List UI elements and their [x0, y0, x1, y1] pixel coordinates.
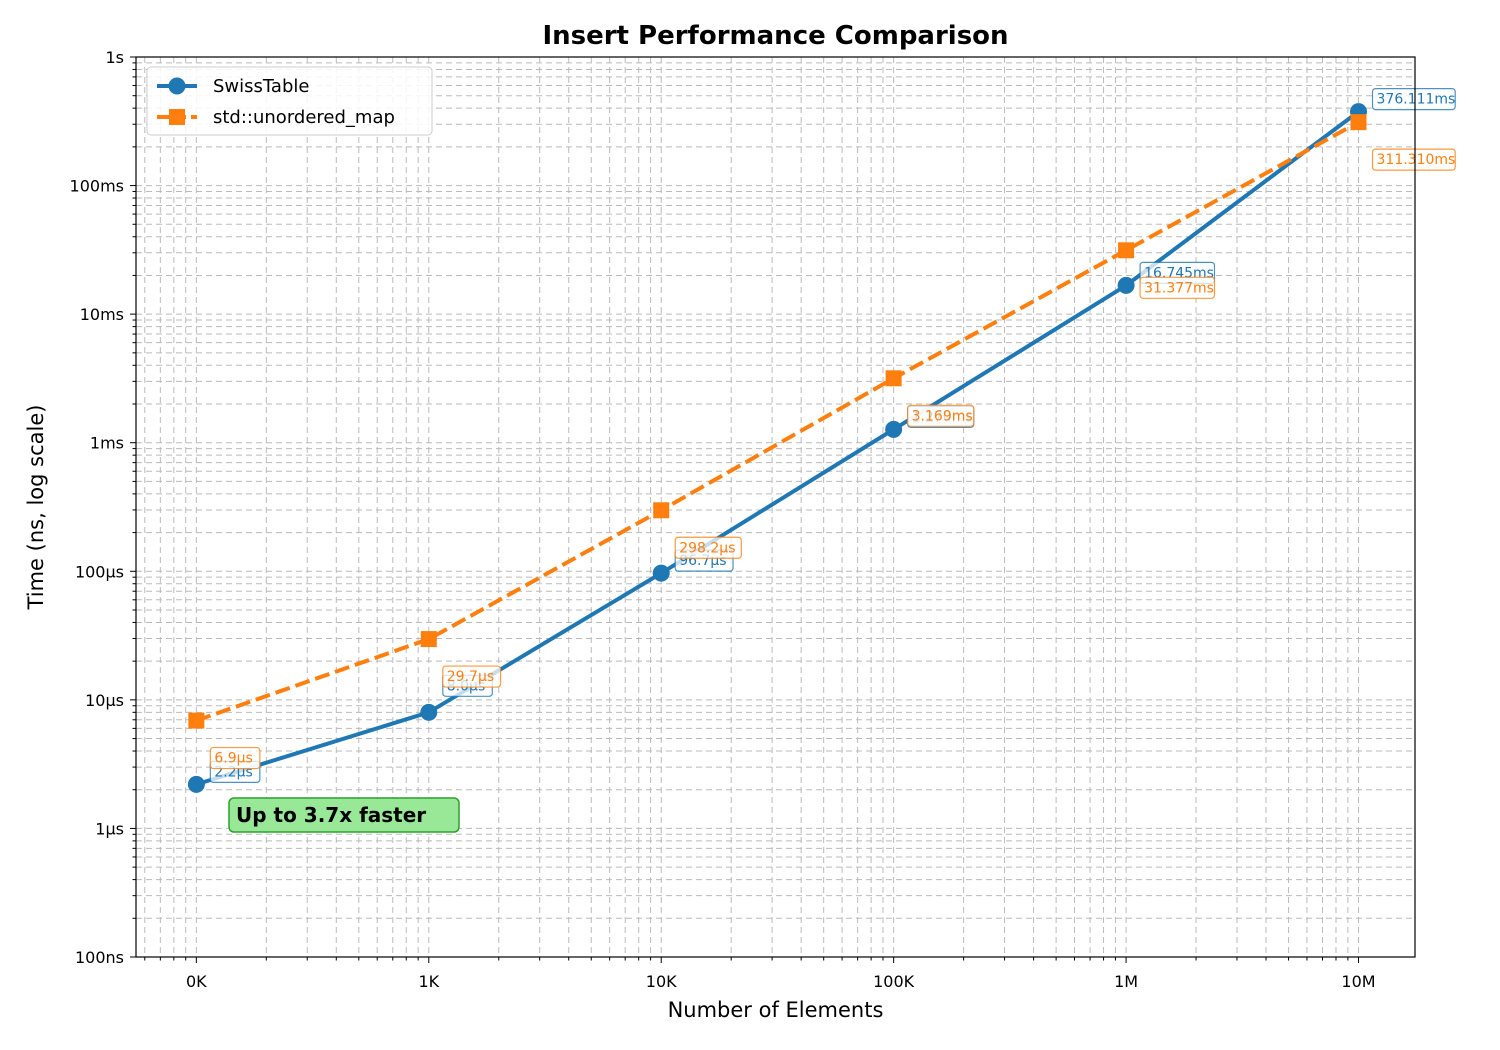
x-tick-label: 0K	[186, 972, 207, 991]
y-tick-label: 1s	[105, 48, 124, 67]
series-line	[195, 109, 1360, 787]
series-layer	[187, 103, 1368, 793]
legend-marker	[169, 109, 185, 125]
speedup-annotation: Up to 3.7x faster	[228, 797, 460, 833]
x-tick-label: 1M	[1114, 972, 1138, 991]
data-point	[653, 502, 670, 519]
data-point	[1118, 242, 1135, 259]
data-label-text: 376.111ms	[1377, 92, 1456, 108]
data-label: 3.169ms	[907, 404, 975, 427]
data-point	[187, 775, 205, 793]
x-tick-label: 10M	[1341, 972, 1375, 991]
plot-frame	[135, 56, 1416, 958]
data-point	[1350, 114, 1367, 131]
x-tick-label: 100K	[873, 972, 915, 991]
y-tick-label: 1ms	[90, 434, 124, 453]
legend-entry: std::unordered_map	[157, 107, 395, 128]
data-point	[885, 420, 903, 438]
axes: 0K 1K 10K 100K 1M 10M 100ns 1μs 10μs 100μs 1ms 10ms…	[70, 48, 1376, 991]
data-point	[652, 564, 670, 582]
legend-marker	[168, 77, 186, 95]
legend-label: SwissTable	[213, 76, 309, 97]
data-point	[420, 631, 437, 648]
data-label-text: 3.169ms	[912, 408, 973, 424]
legend-box	[146, 66, 433, 136]
data-label-box	[442, 665, 502, 688]
data-label-text: 31.377ms	[1144, 280, 1214, 296]
data-point	[885, 370, 902, 387]
data-label-box	[674, 536, 742, 559]
y-tick-label: 100ms	[70, 177, 124, 196]
legend-entry: SwissTable	[157, 76, 309, 97]
data-label: 6.9μs	[209, 746, 261, 770]
chart-title: Insert Performance Comparison	[542, 21, 1008, 51]
data-label-text: 29.7μs	[447, 669, 494, 685]
data-label: 376.111ms	[1371, 88, 1456, 111]
y-tick-label: 1μs	[95, 819, 124, 838]
y-axis-label: Time (ns, log scale)	[24, 405, 48, 611]
data-label: 311.310ms	[1371, 148, 1456, 171]
data-label-box	[209, 746, 261, 770]
data-label-box	[1139, 276, 1216, 299]
data-point	[420, 703, 438, 721]
data-label-text: 6.9μs	[214, 751, 252, 767]
y-tick-label: 100μs	[75, 562, 124, 581]
y-tick-label: 10ms	[80, 305, 124, 324]
y-tick-label: 10μs	[85, 691, 124, 710]
x-tick-label: 10K	[646, 972, 677, 991]
grid	[136, 56, 1415, 958]
y-tick-label: 100ns	[75, 948, 124, 967]
data-point	[1117, 276, 1135, 294]
series-swisstable	[187, 103, 1368, 793]
series-line	[195, 120, 1360, 723]
x-axis-label: Number of Elements	[668, 998, 884, 1022]
x-tick-label: 1K	[418, 972, 439, 991]
annotation-box	[228, 797, 460, 833]
data-label-box	[907, 404, 975, 427]
data-label-box	[1371, 148, 1456, 171]
annotation-text: Up to 3.7x faster	[236, 803, 426, 827]
data-label-text: 298.2μs	[679, 540, 735, 556]
data-label: 29.7μs	[442, 665, 502, 688]
data-label: 31.377ms	[1139, 276, 1216, 299]
legend-label: std::unordered_map	[213, 107, 395, 128]
data-labels: 2.2μs8.0μs96.7μs1.270ms16.745ms376.111ms…	[209, 88, 1456, 784]
data-label-box	[1371, 88, 1456, 111]
series-unordered-map	[188, 114, 1367, 729]
data-point	[188, 712, 205, 729]
data-label: 298.2μs	[674, 536, 742, 559]
data-label-text: 311.310ms	[1377, 152, 1456, 168]
